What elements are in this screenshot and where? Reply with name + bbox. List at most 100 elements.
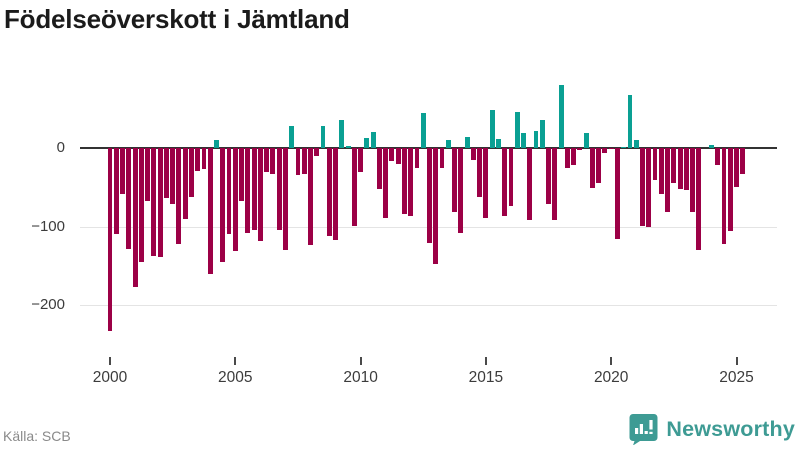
bar (207, 148, 213, 275)
bar (658, 148, 664, 195)
bar (571, 148, 577, 166)
bar (308, 148, 313, 245)
bar (151, 148, 157, 257)
bar (552, 148, 558, 221)
bar (677, 148, 683, 189)
bar (251, 148, 257, 230)
bar (408, 148, 414, 217)
bar (220, 148, 226, 262)
bar (558, 85, 564, 148)
bar (721, 148, 727, 244)
source-label: Källa: SCB (3, 428, 71, 444)
bar (376, 148, 382, 189)
bar (201, 148, 207, 170)
bar (577, 148, 583, 150)
newsworthy-logo[interactable]: Newsworthy (628, 413, 795, 446)
bar (195, 148, 201, 171)
bar (113, 148, 119, 235)
bar (239, 148, 244, 202)
y-tick-label: −100 (31, 217, 65, 235)
bar (740, 148, 746, 174)
bar (621, 147, 627, 148)
bar (495, 138, 501, 148)
bar (527, 148, 533, 221)
bar (126, 148, 132, 250)
bar (514, 111, 520, 148)
bar (683, 148, 689, 191)
bar (320, 126, 326, 148)
bar (138, 148, 144, 262)
bar (596, 148, 602, 183)
bar (264, 148, 270, 172)
bar (188, 148, 194, 197)
bar (508, 148, 514, 207)
bar (521, 133, 526, 148)
x-tick-mark (109, 357, 111, 365)
bar (690, 148, 696, 212)
bar (589, 148, 595, 189)
bar (163, 148, 169, 199)
x-tick-mark (735, 357, 738, 365)
x-tick-mark (610, 357, 613, 365)
bar (289, 126, 295, 148)
bar (433, 148, 439, 265)
x-tick-label: 2005 (218, 369, 253, 386)
x-tick-label: 2020 (593, 369, 629, 386)
bar (107, 148, 113, 331)
bar (351, 148, 357, 226)
bar (232, 148, 238, 251)
bar (583, 133, 589, 148)
x-tick-label: 2015 (468, 369, 504, 386)
bar (257, 148, 263, 242)
bar (652, 148, 658, 181)
bar (464, 137, 470, 148)
bar (414, 148, 420, 169)
bar (314, 148, 320, 156)
bar (734, 148, 739, 188)
bar (295, 148, 301, 175)
x-tick-mark (359, 357, 362, 365)
bar (276, 148, 282, 230)
bar (420, 112, 426, 148)
bar (646, 148, 652, 227)
newsworthy-wordmark: Newsworthy (666, 416, 795, 441)
bar (245, 148, 251, 233)
gridline (80, 305, 777, 306)
bar (214, 140, 219, 148)
bar (370, 131, 376, 148)
bar (483, 148, 489, 218)
bar (157, 148, 163, 258)
bar (402, 148, 407, 214)
x-tick-label: 2000 (92, 369, 128, 386)
bar (301, 148, 307, 174)
bar (176, 148, 182, 244)
bar (715, 148, 721, 166)
bar (564, 148, 570, 169)
bar (696, 148, 702, 251)
bar (546, 148, 551, 204)
bar (333, 148, 338, 240)
y-tick-label: −200 (31, 296, 65, 313)
bar (615, 148, 620, 240)
bar (383, 148, 389, 218)
newsworthy-bubble-chart-icon (628, 413, 658, 446)
bar (170, 148, 176, 204)
bar (470, 148, 476, 160)
bar (671, 148, 677, 183)
bar (132, 148, 138, 287)
bar (452, 148, 458, 213)
bar (339, 119, 345, 148)
bar (708, 144, 714, 148)
bar (502, 148, 508, 217)
bar (270, 148, 276, 174)
bar (445, 140, 451, 148)
bar (489, 109, 495, 148)
bar (627, 94, 633, 148)
bar (727, 148, 733, 232)
bar (282, 148, 288, 251)
bar (326, 148, 332, 236)
bar (602, 148, 608, 153)
bar (395, 148, 401, 165)
bar (439, 148, 445, 169)
